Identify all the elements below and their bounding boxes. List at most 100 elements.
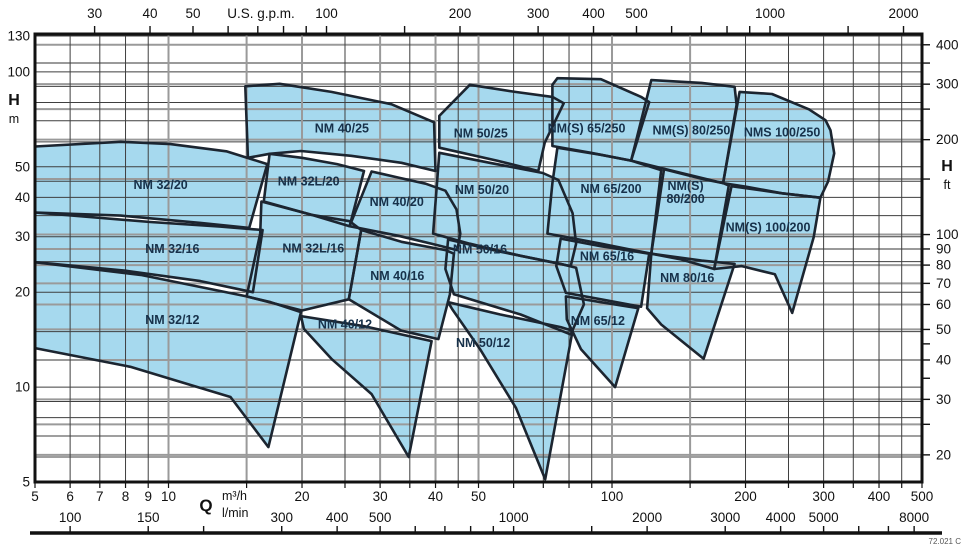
right-axis-label-300: 300 xyxy=(936,77,959,92)
region-fill-nm-50-16 xyxy=(445,239,584,335)
bottom-axis-unit-lmin: l/min xyxy=(222,506,248,520)
bottom-axis-label-100: 100 xyxy=(601,489,624,504)
lmin-axis-label-2000: 2000 xyxy=(632,510,662,525)
region-fill-nms-100-250 xyxy=(723,91,835,198)
bottom-axis-label-9: 9 xyxy=(144,489,152,504)
region-outline-nms-100-250 xyxy=(721,90,836,199)
bottom-axis-label-20: 20 xyxy=(294,489,309,504)
region-outline-nm-32-20 xyxy=(33,140,269,230)
region-label-nm-32-16: NM 32/16 xyxy=(145,242,199,256)
lmin-axis-label-4000: 4000 xyxy=(766,510,796,525)
left-axis-label-5: 5 xyxy=(22,475,30,490)
lmin-axis-label-8000: 8000 xyxy=(899,510,929,525)
right-axis-label-40: 40 xyxy=(936,352,951,367)
region-outline-nm-50-25 xyxy=(438,83,565,173)
left-axis-unit: m xyxy=(9,112,19,126)
lmin-axis-label-500: 500 xyxy=(369,510,392,525)
right-axis-title: H xyxy=(941,158,953,175)
region-outline-nm-32-12 xyxy=(33,260,303,449)
region-label-nm-65-16: NM 65/16 xyxy=(580,249,634,263)
top-axis-label-50: 50 xyxy=(185,6,200,21)
lmin-axis-label-1000: 1000 xyxy=(499,510,529,525)
region-outlines xyxy=(33,76,836,481)
left-axis-label-100: 100 xyxy=(7,64,30,79)
bottom-axis-unit-m3h: m³/h xyxy=(222,489,247,503)
left-axis-label-30: 30 xyxy=(15,229,30,244)
left-axis-label-20: 20 xyxy=(15,285,30,300)
left-axis-label-50: 50 xyxy=(15,159,30,174)
region-label-nm-s-65-250: NM(S) 65/250 xyxy=(548,122,626,136)
region-label-nm-40-25: NM 40/25 xyxy=(315,122,369,136)
region-label-nm-40-12: NM 40/12 xyxy=(318,317,372,331)
axis-left-m: 130 100 50 40 30 20 10 5 Hm xyxy=(7,29,30,490)
region-outline-nm-50-12 xyxy=(446,300,574,481)
top-axis-label-100: 100 xyxy=(315,6,338,21)
region-labels: NM 32/20 NM 32L/20 NM 40/25 NM 50/25 NM(S) 6… xyxy=(134,122,821,350)
region-outline-nm-40-20 xyxy=(348,170,462,252)
region-label-nm-40-16: NM 40/16 xyxy=(370,269,424,283)
region-label-nm-50-25: NM 50/25 xyxy=(454,127,508,141)
lmin-axis-label-300: 300 xyxy=(270,510,293,525)
lmin-axis-label-5000: 5000 xyxy=(809,510,839,525)
region-label-nm-s-80-250: NM(S) 80/250 xyxy=(652,123,730,137)
region-label-nm-80-16: NM 80/16 xyxy=(660,271,714,285)
top-axis-label-200: 200 xyxy=(449,6,472,21)
right-axis-label-20: 20 xyxy=(936,447,951,462)
region-outline-nm-s-100-200 xyxy=(712,184,822,315)
region-outline-nm-65-16 xyxy=(555,237,651,308)
bottom-axis-label-500: 500 xyxy=(911,489,934,504)
region-fill-nm-50-25 xyxy=(439,84,564,171)
bottom-axis-label-300: 300 xyxy=(812,489,835,504)
drawing-number: 72.021 C xyxy=(928,537,961,546)
region-label-nm-50-16: NM 50/16 xyxy=(453,243,507,257)
bottom-axis-label-30: 30 xyxy=(373,489,388,504)
lmin-axis-label-3000: 3000 xyxy=(710,510,740,525)
region-label-nm-65-200: NM 65/200 xyxy=(580,182,641,196)
right-axis-label-50: 50 xyxy=(936,322,951,337)
grid xyxy=(35,34,922,482)
region-fill-nm-65-12 xyxy=(565,296,639,388)
region-outline-nm-40-25 xyxy=(244,82,437,173)
top-axis-label-500: 500 xyxy=(625,6,648,21)
top-axis-unit: U.S. g.p.m. xyxy=(227,6,295,21)
region-label-nm-40-20: NM 40/20 xyxy=(370,195,424,209)
region-fill-nm-32-20 xyxy=(35,141,268,228)
axis-bottom-m3h: 5 6 7 8 9 10 20 30 40 50 100 200 300 400 500 Q m³/h l/min xyxy=(31,482,933,520)
right-axis-label-60: 60 xyxy=(936,297,951,312)
bottom-axis-label-10: 10 xyxy=(161,489,176,504)
left-axis-label-130: 130 xyxy=(7,29,30,44)
region-outline-nm-40-12 xyxy=(299,314,433,459)
right-axis-label-400: 400 xyxy=(936,37,959,52)
right-axis-label-80: 80 xyxy=(936,258,951,273)
region-label-nm-50-20: NM 50/20 xyxy=(455,183,509,197)
bottom-axis-label-7: 7 xyxy=(96,489,104,504)
right-axis-label-200: 200 xyxy=(936,132,959,147)
region-fill-nm-32-16 xyxy=(35,212,263,293)
region-label-nm-s-80-200: NM(S) xyxy=(668,179,704,193)
bottom-axis-label-5: 5 xyxy=(31,489,39,504)
bottom-axis-label-50: 50 xyxy=(471,489,486,504)
bottom-axis-label-8: 8 xyxy=(122,489,130,504)
right-axis-label-90: 90 xyxy=(936,241,951,256)
flow-axis-title: Q xyxy=(199,496,212,515)
left-axis-label-10: 10 xyxy=(15,380,30,395)
region-outline-nm-65-12 xyxy=(564,295,640,389)
region-outline-nm-65-200 xyxy=(546,146,663,255)
region-label-nm-32-20: NM 32/20 xyxy=(134,178,188,192)
axis-bottom-lmin: 100 150 300 400 500 1000 2000 3000 4000 5000 8000 xyxy=(30,510,942,535)
region-label-nms-100-250: NMS 100/250 xyxy=(744,126,820,140)
axis-top-gpm: 30 40 50 100 200 300 400 500 1000 2000 U.S. g.p.m. xyxy=(87,6,919,34)
region-outline-nm-50-20 xyxy=(431,151,578,268)
region-label-nm-50-12: NM 50/12 xyxy=(456,336,510,350)
right-axis-label-70: 70 xyxy=(936,276,951,291)
bottom-axis-label-200: 200 xyxy=(734,489,757,504)
right-axis-label-30: 30 xyxy=(936,392,951,407)
bottom-axis-label-6: 6 xyxy=(66,489,74,504)
lmin-axis-label-400: 400 xyxy=(326,510,349,525)
right-axis-unit: ft xyxy=(944,178,951,192)
left-axis-title: H xyxy=(8,92,20,109)
region-label-nm-s-100-200: NM(S) 100/200 xyxy=(726,220,811,234)
